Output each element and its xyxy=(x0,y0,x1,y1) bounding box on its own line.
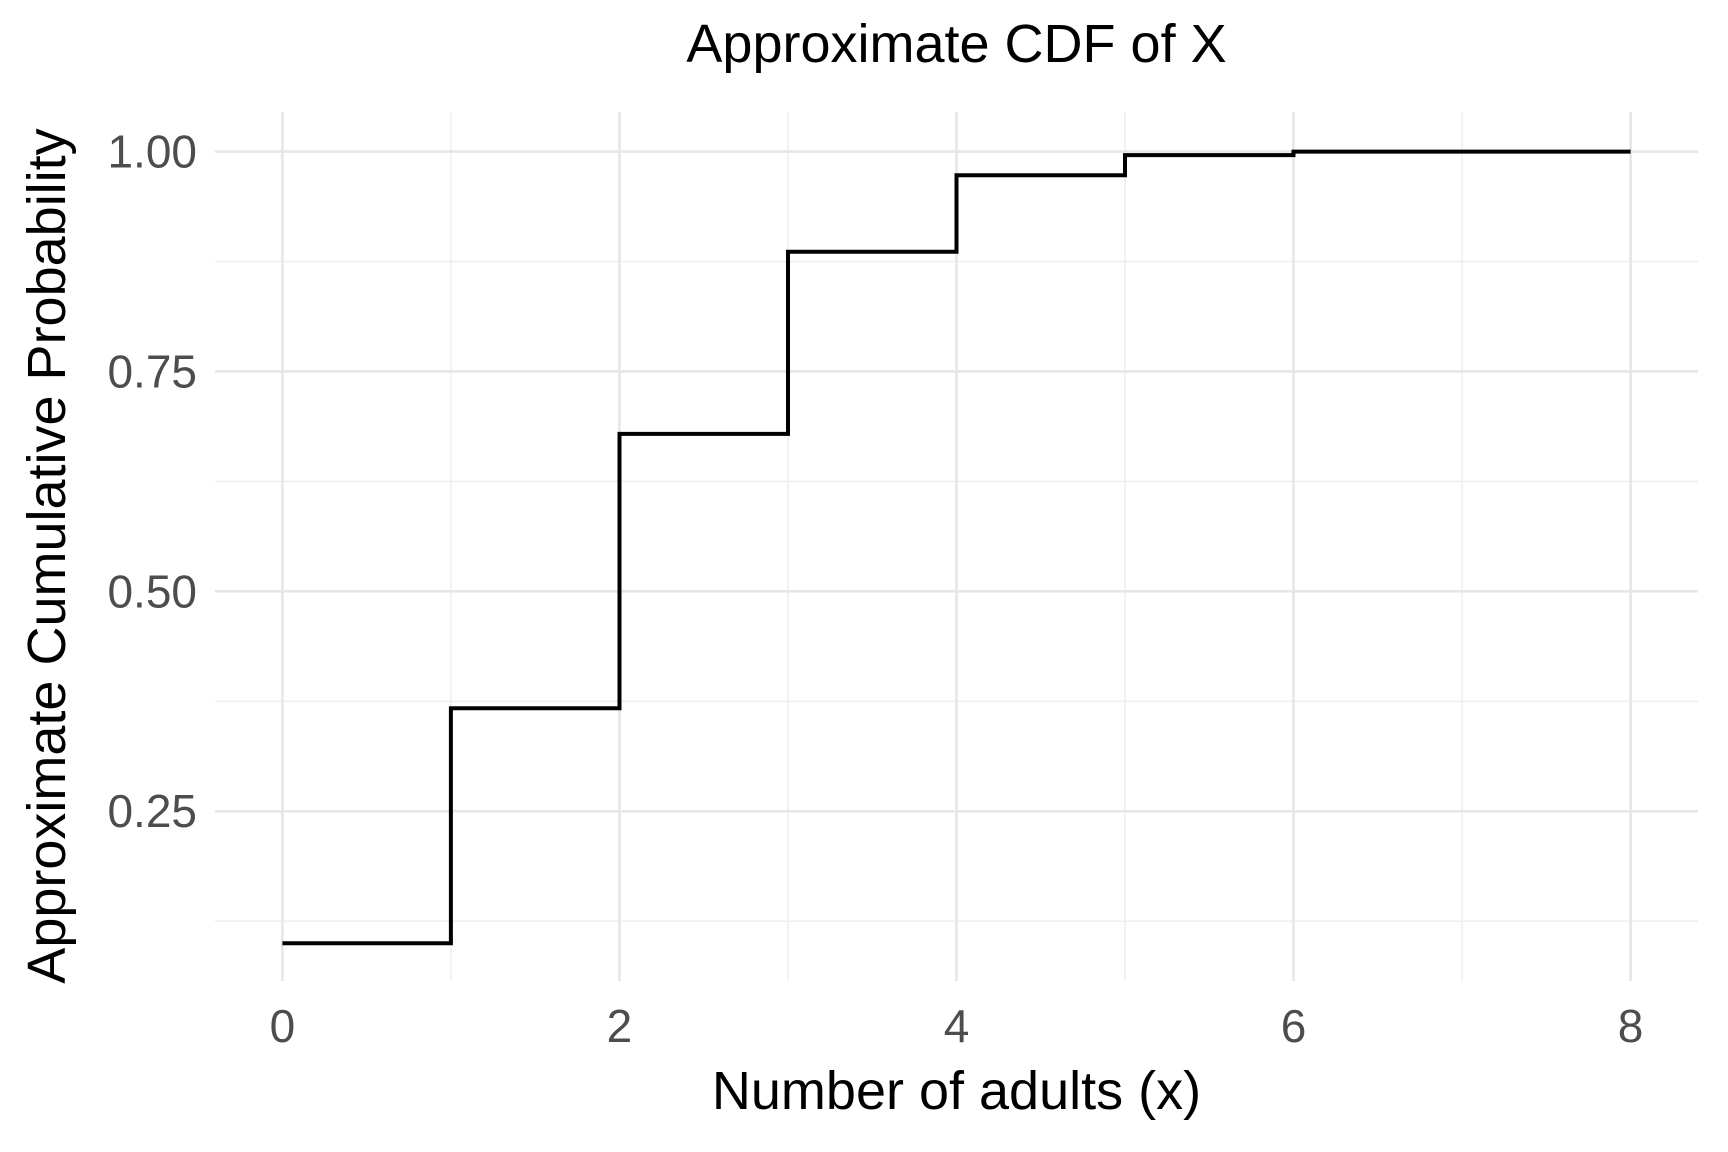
y-tick-label: 0.25 xyxy=(107,785,197,837)
x-tick-label: 8 xyxy=(1618,1000,1644,1052)
y-axis-title: Approximate Cumulative Probability xyxy=(17,128,77,984)
cdf-step-line xyxy=(282,149,1631,946)
x-axis-title: Number of adults (x) xyxy=(711,1061,1202,1121)
y-tick-label: 0.50 xyxy=(107,565,197,617)
y-tick-label: 0.75 xyxy=(107,345,197,397)
y-tick-label: 1.00 xyxy=(107,126,197,178)
x-tick-label: 6 xyxy=(1281,1000,1307,1052)
chart-title: Approximate CDF of X xyxy=(686,14,1227,74)
x-tick-label: 0 xyxy=(270,1000,296,1052)
x-tick-label: 2 xyxy=(607,1000,633,1052)
x-tick-label: 4 xyxy=(944,1000,970,1052)
